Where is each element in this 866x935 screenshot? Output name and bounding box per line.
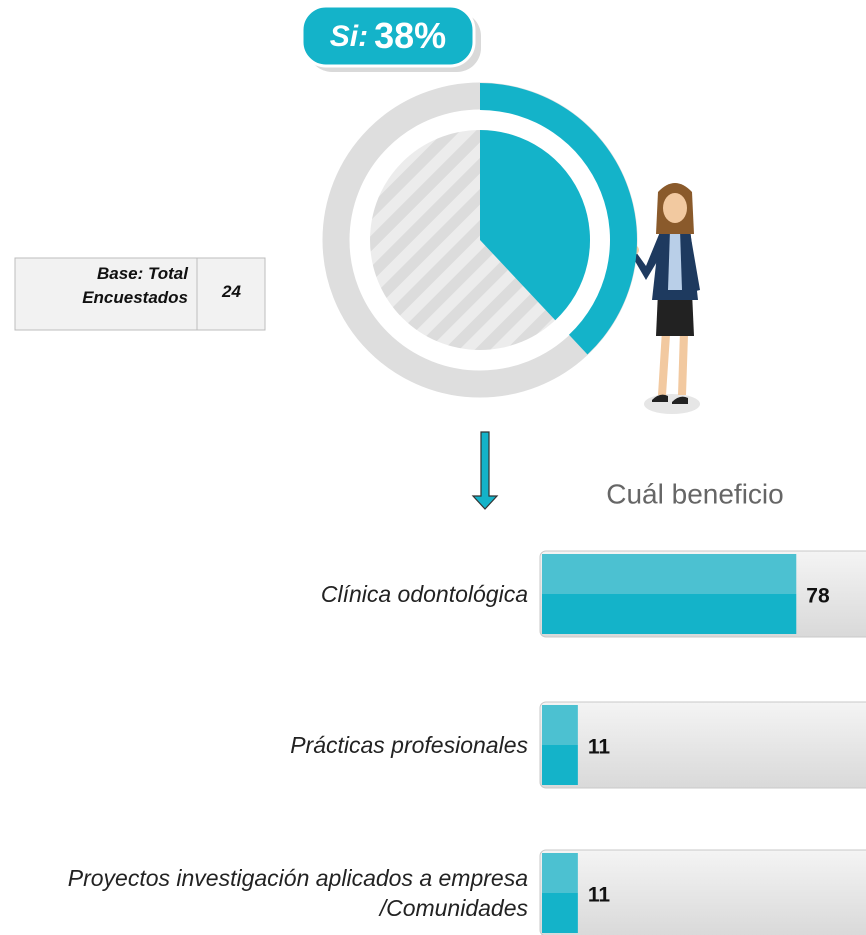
bar-value-label: 78	[806, 585, 830, 608]
chart: Si:38% Cuál beneficio 78 11 11	[0, 0, 866, 935]
page: {"chart_data": [ {"type": "donut", "cate…	[0, 0, 866, 935]
bubble-text: Si:38%	[330, 15, 446, 56]
woman-illustration	[629, 183, 700, 414]
category-label: Clínica odontológica	[28, 579, 528, 609]
bar-chart-title: Cuál beneficio	[606, 478, 783, 509]
base-label: Base: Total Encuestados	[18, 262, 188, 310]
category-label: Prácticas profesionales	[28, 730, 528, 760]
base-value: 24	[198, 282, 265, 302]
bar-value-label: 11	[588, 736, 611, 759]
slice-label: Si:	[330, 20, 368, 53]
bar-value-label: 11	[588, 884, 611, 907]
bar	[542, 853, 578, 933]
bar	[542, 554, 796, 634]
slice-value-label: 38%	[374, 15, 446, 56]
arrow	[473, 432, 497, 509]
bar	[542, 705, 578, 785]
category-label: Proyectos investigación aplicados a empr…	[28, 863, 528, 923]
